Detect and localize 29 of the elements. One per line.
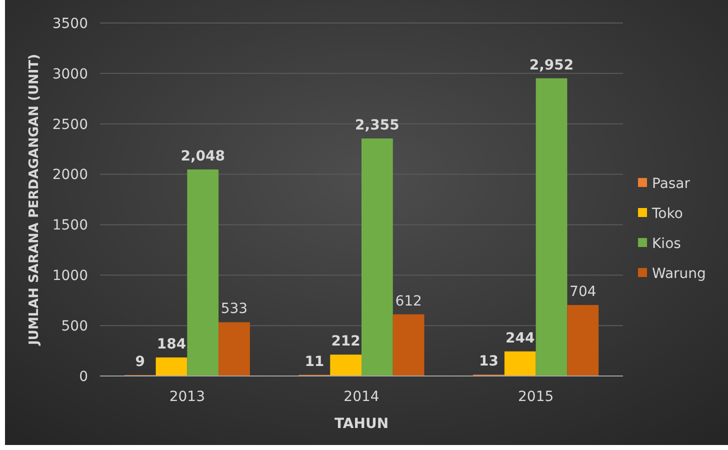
legend-label: Pasar xyxy=(652,176,690,192)
data-label: 212 xyxy=(331,334,360,350)
y-tick-label: 2500 xyxy=(52,116,88,133)
y-tick-label: 2000 xyxy=(52,167,88,184)
x-tick-label: 2014 xyxy=(344,389,380,405)
legend-label: Toko xyxy=(651,206,683,222)
data-label: 704 xyxy=(570,284,596,300)
data-label: 13 xyxy=(479,354,499,370)
data-label: 244 xyxy=(506,330,536,346)
data-label: 2,048 xyxy=(180,148,226,164)
y-tick-label: 3500 xyxy=(52,16,88,32)
x-tick-label: 2013 xyxy=(169,389,205,405)
x-axis-title: TAHUN xyxy=(334,416,389,432)
y-tick-label: 3000 xyxy=(52,66,88,82)
data-label: 2,952 xyxy=(529,57,574,74)
legend-label: Warung xyxy=(652,266,706,282)
data-label: 11 xyxy=(304,354,324,370)
y-tick-label: 500 xyxy=(61,318,88,334)
x-tick-label: 2015 xyxy=(518,389,554,405)
data-label: 612 xyxy=(395,293,422,310)
y-tick-label: 1500 xyxy=(52,218,88,234)
y-axis-title: JUMLAH SARANA PERDAGANGAN (UNIT) xyxy=(27,54,42,346)
data-label: 184 xyxy=(156,336,186,352)
data-label: 2,355 xyxy=(355,117,400,134)
data-label: 9 xyxy=(135,354,145,370)
y-tick-label: 1000 xyxy=(52,268,88,284)
data-label: 533 xyxy=(220,301,248,318)
y-tick-label: 0 xyxy=(79,368,88,385)
legend-label: Kios xyxy=(652,236,681,252)
